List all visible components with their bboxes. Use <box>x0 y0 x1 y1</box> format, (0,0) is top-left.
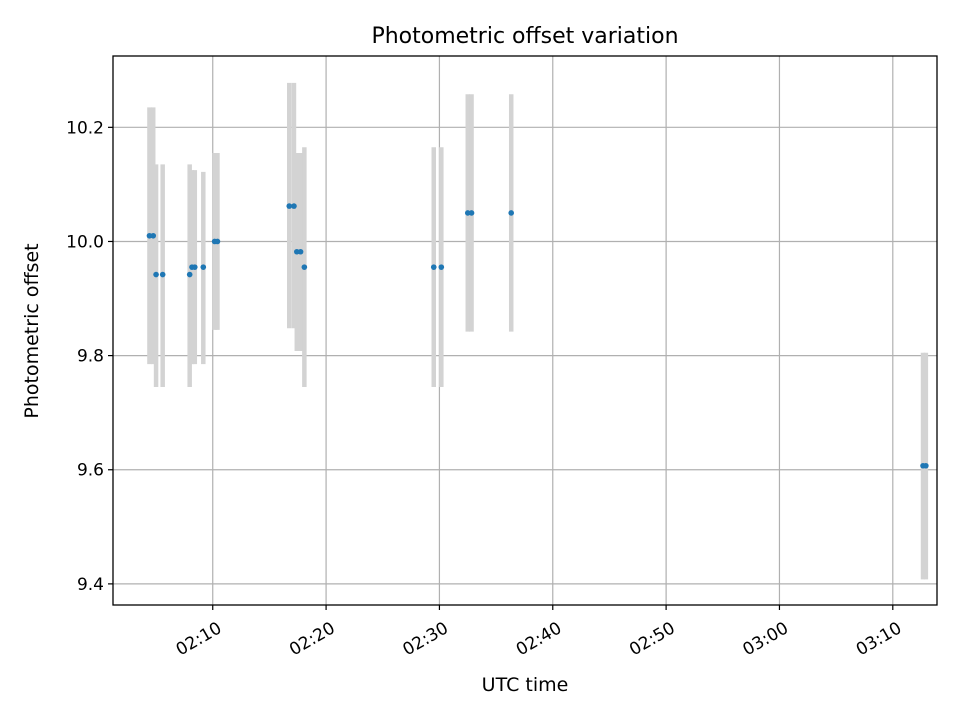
error-bars <box>147 82 929 580</box>
data-point-1 <box>150 232 157 239</box>
x-ticks: 02:10 02:20 02:30 02:40 02:50 03:00 03:10 <box>173 605 905 660</box>
y-tick-label-1: 9.6 <box>77 461 104 481</box>
data-point-2 <box>153 271 159 278</box>
data-point-13 <box>297 248 304 255</box>
x-tick-label-0: 02:10 <box>173 618 225 660</box>
data-point-10 <box>286 203 293 209</box>
data-point-9 <box>214 238 221 245</box>
plot-frame <box>112 55 938 606</box>
data-point-15 <box>430 264 437 270</box>
data-point-16 <box>438 264 445 270</box>
data-point-7 <box>200 264 207 270</box>
data-point-21 <box>923 462 929 469</box>
x-tick-label-2: 02:30 <box>399 618 451 660</box>
x-tick-label-3: 02:40 <box>513 618 565 660</box>
y-tick-label-2: 9.8 <box>77 347 104 367</box>
x-tick-label-4: 02:50 <box>626 618 678 660</box>
data-point-18 <box>468 210 475 216</box>
data-point-6 <box>191 264 198 270</box>
y-tick-label-0: 9.4 <box>77 575 104 595</box>
data-point-4 <box>186 271 193 278</box>
x-tick-label-6: 03:10 <box>853 618 905 660</box>
y-axis-label: Photometric offset <box>21 243 43 418</box>
x-axis-label: UTC time <box>482 674 569 696</box>
data-point-19 <box>508 210 515 216</box>
data-point-11 <box>291 203 297 209</box>
data-points <box>146 203 929 469</box>
y-ticks: 9.4 9.6 9.8 10.0 10.2 <box>66 118 113 595</box>
data-point-3 <box>159 271 166 278</box>
chart-title: Photometric offset variation <box>371 24 678 49</box>
x-tick-label-5: 03:00 <box>740 618 792 660</box>
data-point-14 <box>301 264 308 270</box>
y-tick-label-4: 10.2 <box>66 118 104 138</box>
y-tick-label-3: 10.0 <box>66 232 104 252</box>
grid <box>113 56 937 605</box>
x-tick-label-1: 02:20 <box>286 618 338 660</box>
